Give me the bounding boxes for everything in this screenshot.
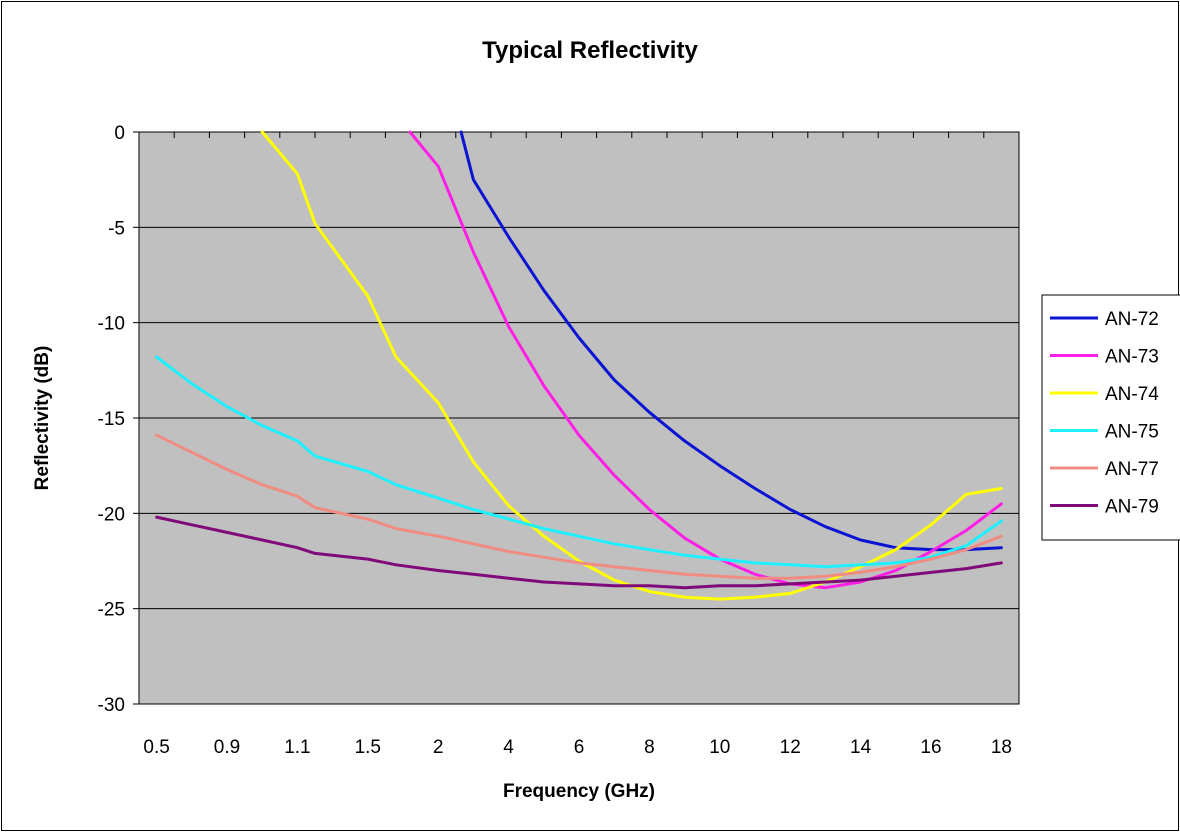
x-axis-ticks: 0.5 0.9 1.1 1.5 2 4 6 8 10 12 14 16 18 xyxy=(138,132,1020,758)
y-axis-ticks: 0 -5 -10 -15 -20 -25 -30 xyxy=(98,123,139,716)
legend-label: AN-77 xyxy=(1105,459,1159,480)
series-lines xyxy=(155,130,1003,601)
legend-label: AN-79 xyxy=(1105,497,1159,518)
x-tick-label: 0.5 xyxy=(143,737,169,758)
y-tick-label: -15 xyxy=(98,409,125,430)
y-tick-label: -30 xyxy=(98,695,125,716)
y-tick-label: 0 xyxy=(114,123,125,144)
series-line-an-79 xyxy=(155,515,1003,590)
y-tick-label: -5 xyxy=(108,218,125,239)
x-tick-label: 8 xyxy=(644,737,655,758)
x-tick-label: 14 xyxy=(850,737,872,758)
chart-title: Typical Reflectivity xyxy=(482,37,698,64)
x-tick-label: 1.5 xyxy=(355,737,381,758)
legend: AN-72 AN-73 AN-74 AN-75 AN-77 AN-79 xyxy=(1041,294,1180,541)
gridlines xyxy=(139,131,1019,610)
x-tick-label: 4 xyxy=(503,737,514,758)
x-tick-label: 10 xyxy=(709,737,730,758)
series-line-an-77 xyxy=(155,433,1003,580)
y-tick-label: -25 xyxy=(98,600,125,621)
x-tick-label: 16 xyxy=(920,737,941,758)
x-tick-label: 12 xyxy=(780,737,801,758)
x-tick-label: 0.9 xyxy=(214,737,240,758)
x-axis-label: Frequency (GHz) xyxy=(503,781,655,802)
legend-label: AN-75 xyxy=(1105,422,1159,443)
series-line-an-73 xyxy=(408,130,1003,590)
y-axis-label: Reflectivity (dB) xyxy=(32,346,53,491)
series-line-an-75 xyxy=(155,355,1003,569)
y-tick-label: -20 xyxy=(98,504,125,525)
x-tick-label: 6 xyxy=(574,737,585,758)
legend-label: AN-72 xyxy=(1105,309,1159,330)
series-line-an-72 xyxy=(459,130,1003,552)
x-tick-label: 2 xyxy=(433,737,444,758)
legend-label: AN-73 xyxy=(1105,347,1159,368)
y-tick-label: -10 xyxy=(98,314,125,335)
x-tick-label: 1.1 xyxy=(284,737,310,758)
x-tick-label: 18 xyxy=(991,737,1012,758)
legend-label: AN-74 xyxy=(1105,384,1159,405)
legend-box xyxy=(1041,294,1180,541)
